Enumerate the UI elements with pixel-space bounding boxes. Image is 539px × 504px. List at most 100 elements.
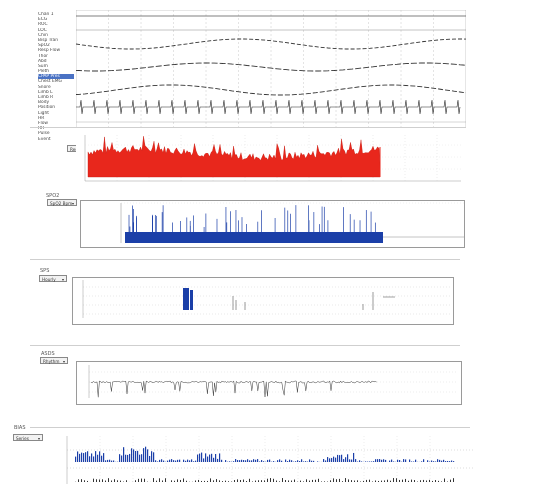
hist-bar <box>114 479 115 482</box>
hist-bar <box>129 453 131 462</box>
hist-bar <box>79 453 81 462</box>
hist-bar <box>353 452 355 462</box>
hist-view-dropdown[interactable]: Series ▾ <box>13 434 43 441</box>
hist-bar <box>333 478 334 482</box>
channel-label[interactable]: Chest EMG <box>38 79 62 85</box>
channel-label[interactable]: HR <box>38 115 45 121</box>
channel-label[interactable]: Event <box>38 136 51 142</box>
channel-label[interactable]: Chin <box>38 32 48 38</box>
hist-bar <box>423 459 425 462</box>
hist-bar <box>435 480 436 482</box>
hist-bar <box>443 459 445 462</box>
channel-label[interactable]: Flow <box>38 120 49 126</box>
channel-label[interactable]: Thor <box>38 53 48 59</box>
hist-bar <box>246 481 247 482</box>
channel-label[interactable]: Resp Flow <box>38 48 61 54</box>
hist-bar <box>247 459 249 462</box>
hist-bar <box>324 481 325 482</box>
channel-label[interactable]: Abd <box>38 58 47 64</box>
hist-chart[interactable] <box>55 434 475 486</box>
hist-bar <box>222 481 223 482</box>
hist-bar <box>294 479 295 482</box>
hist-bar <box>288 480 289 482</box>
position-dropdown-label: Hourly <box>42 277 56 282</box>
channel-label[interactable]: SpO2 <box>38 43 50 49</box>
hist-bar <box>343 459 345 462</box>
hist-bar <box>421 461 423 462</box>
position-bar <box>183 288 189 310</box>
hist-bar <box>138 478 139 482</box>
hist-bar <box>413 461 415 462</box>
channel-label[interactable]: Light <box>38 110 49 116</box>
channel-label-list[interactable]: Chan 1 ECG ROC LOC Chin Bisp Tran SpO2 Resp Flo… <box>38 12 74 142</box>
waveform-display[interactable] <box>76 10 466 128</box>
hist-bar <box>357 480 358 482</box>
hist-bar <box>207 456 209 462</box>
hist-bar <box>375 459 377 462</box>
channel-label[interactable]: RR <box>38 126 45 132</box>
hist-bar <box>108 478 109 482</box>
hist-bar <box>77 451 79 462</box>
channel-label[interactable]: Chan 1 <box>38 12 54 17</box>
spo2-view-dropdown[interactable]: SpO2 Bpm ▾ <box>47 199 77 206</box>
hist-bar <box>393 478 394 482</box>
spo2-dropdown-label: SpO2 Bpm <box>50 201 73 206</box>
channel-label[interactable]: Body <box>38 100 50 106</box>
divider <box>30 427 470 428</box>
channel-label[interactable]: Limb R <box>38 95 54 100</box>
hist-bar <box>249 460 251 462</box>
channel-label[interactable]: Limb L <box>38 89 53 95</box>
hist-bar <box>85 452 87 462</box>
channel-label[interactable]: Pulse <box>38 131 50 137</box>
hist-bar <box>411 479 412 482</box>
channel-label[interactable]: LOC <box>38 27 47 33</box>
hist-bar <box>365 461 367 462</box>
hist-bar <box>195 480 196 482</box>
hist-bar <box>359 460 361 462</box>
hist-bar <box>141 454 143 462</box>
hist-bar <box>113 460 115 462</box>
hist-bar <box>205 453 207 462</box>
hist-bar <box>306 479 307 482</box>
position-bar <box>190 290 193 310</box>
channel-label[interactable]: Sum <box>38 63 48 69</box>
channel-label[interactable]: Pleth <box>38 69 50 75</box>
hist-bar <box>89 456 91 462</box>
hist-bar <box>221 459 223 462</box>
hist-bar <box>144 478 145 482</box>
spo2-chart[interactable] <box>81 201 464 247</box>
hist-bar <box>84 480 85 482</box>
hist-bar <box>399 460 401 462</box>
hist-bar <box>279 481 280 482</box>
hist-bar <box>99 479 100 482</box>
resp-frame <box>76 361 462 405</box>
hist-bar <box>405 478 406 482</box>
channel-label[interactable]: CPAP Pres <box>38 74 74 80</box>
resp-chart[interactable] <box>77 362 461 404</box>
resp-view-dropdown[interactable]: Rhythm ▾ <box>40 357 68 364</box>
hist-bar <box>347 454 349 462</box>
hist-bar <box>171 480 172 482</box>
hist-bar <box>143 448 145 462</box>
channel-label[interactable]: ECG <box>38 17 48 23</box>
hist-bar <box>351 480 352 482</box>
hist-bar <box>243 460 245 462</box>
hist-bar <box>337 454 339 462</box>
hist-bar <box>445 461 447 462</box>
hist-bar <box>163 460 165 462</box>
hist-bar <box>381 480 382 482</box>
hist-bar <box>313 460 315 462</box>
channel-label[interactable]: Snore <box>38 84 51 90</box>
hist-bar <box>291 480 292 482</box>
activity-chart[interactable] <box>76 133 461 188</box>
hist-bar <box>339 455 341 462</box>
hist-bar <box>389 460 391 462</box>
position-view-dropdown[interactable]: Hourly ▾ <box>39 275 67 282</box>
hist-bar <box>103 453 105 462</box>
channel-label[interactable]: ROC <box>38 22 48 28</box>
chevron-down-icon: ▾ <box>62 359 65 364</box>
position-chart[interactable] <box>73 278 453 324</box>
channel-label[interactable]: Bisp Tran <box>38 37 59 43</box>
hist-bar <box>285 459 287 462</box>
channel-label[interactable]: Position <box>38 105 56 111</box>
